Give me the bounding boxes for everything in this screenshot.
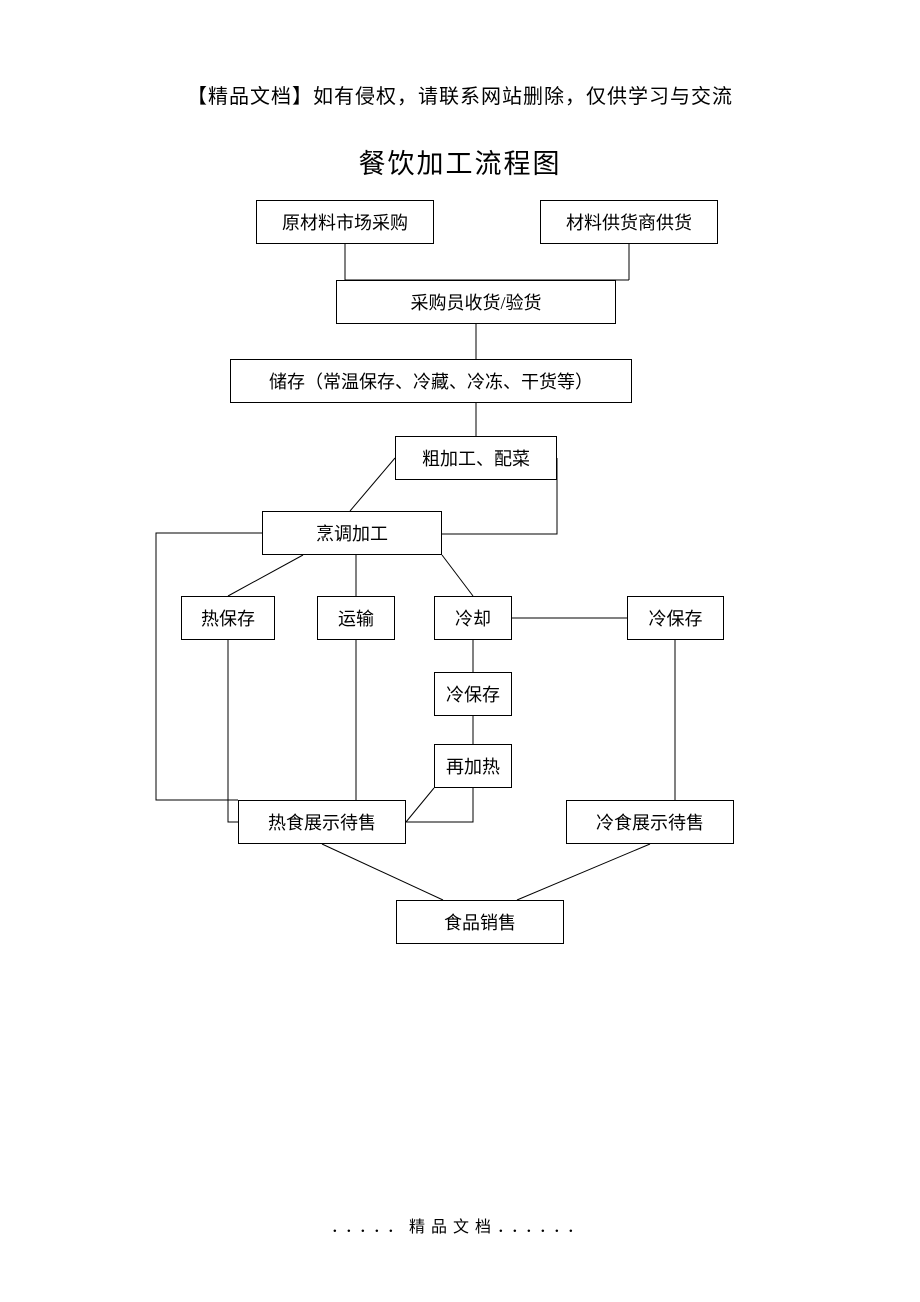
flowchart-node-label: 再加热: [446, 753, 500, 779]
flowchart-node-label: 材料供货商供货: [566, 209, 692, 235]
flowchart-node-label: 冷保存: [649, 605, 703, 631]
flowchart-node-label: 粗加工、配菜: [422, 445, 530, 471]
flowchart-edge: [350, 458, 395, 511]
flowchart-node: 采购员收货/验货: [336, 280, 616, 324]
diagram-title: 餐饮加工流程图: [0, 142, 920, 181]
flowchart-node-label: 冷保存: [446, 681, 500, 707]
flowchart-node: 原材料市场采购: [256, 200, 434, 244]
diagram-edges: [0, 0, 920, 1302]
flowchart-node-label: 烹调加工: [316, 520, 388, 546]
flowchart-edge: [228, 640, 238, 822]
flowchart-node-label: 热食展示待售: [268, 809, 376, 835]
flowchart-node: 热保存: [181, 596, 275, 640]
flowchart-node: 储存（常温保存、冷藏、冷冻、干货等）: [230, 359, 632, 403]
flowchart-node: 冷保存: [627, 596, 724, 640]
flowchart-node: 粗加工、配菜: [395, 436, 557, 480]
flowchart-node-label: 热保存: [201, 605, 255, 631]
flowchart-node: 材料供货商供货: [540, 200, 718, 244]
title-text: 餐饮加工流程图: [359, 149, 562, 179]
flowchart-node-label: 原材料市场采购: [282, 209, 408, 235]
flowchart-node-label: 运输: [338, 605, 374, 631]
flowchart-node: 运输: [317, 596, 395, 640]
flowchart-node: 热食展示待售: [238, 800, 406, 844]
flowchart-node-label: 食品销售: [444, 909, 516, 935]
flowchart-edge: [228, 555, 303, 596]
page-header: 【精品文档】如有侵权，请联系网站删除，仅供学习与交流: [0, 80, 920, 109]
flowchart-node: 烹调加工: [262, 511, 442, 555]
flowchart-edge: [322, 844, 443, 900]
flowchart-node-label: 冷食展示待售: [596, 809, 704, 835]
page-footer: ．．．．．精品文档．．．．．．: [0, 1213, 920, 1237]
flowchart-node-label: 采购员收货/验货: [410, 289, 541, 315]
flowchart-node: 冷食展示待售: [566, 800, 734, 844]
flowchart-edge: [406, 788, 473, 822]
flowchart-node: 再加热: [434, 744, 512, 788]
flowchart-edge: [442, 555, 473, 596]
flowchart-edge: [517, 844, 650, 900]
flowchart-node: 冷却: [434, 596, 512, 640]
flowchart-node-label: 储存（常温保存、冷藏、冷冻、干货等）: [269, 368, 593, 394]
footer-text: ．．．．．精品文档．．．．．．: [331, 1219, 589, 1236]
flowchart-edge: [406, 788, 434, 822]
flowchart-node-label: 冷却: [455, 605, 491, 631]
flowchart-edge: [156, 533, 262, 800]
flowchart-node: 食品销售: [396, 900, 564, 944]
header-text: 【精品文档】如有侵权，请联系网站删除，仅供学习与交流: [187, 86, 733, 108]
flowchart-node: 冷保存: [434, 672, 512, 716]
